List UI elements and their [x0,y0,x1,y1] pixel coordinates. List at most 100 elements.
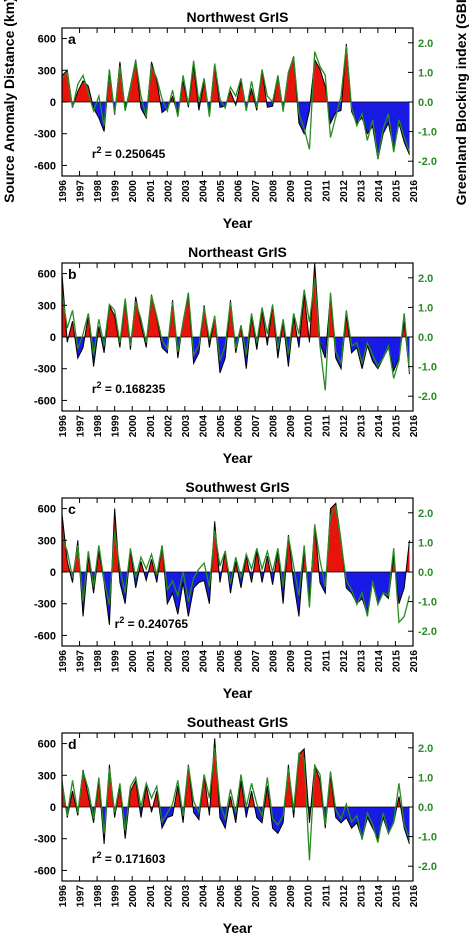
gbi-line [62,45,411,159]
x-tick-label: 2000 [128,885,139,908]
r-symbol: r [92,852,97,866]
x-tick-label: 2016 [409,885,420,908]
x-tick-label: 2003 [181,885,192,908]
x-tick-label: 2016 [409,650,420,673]
y-tick-label: 300 [38,300,56,312]
x-tick-label: 2012 [339,180,350,203]
y2-tick-label: 2.0 [418,743,433,755]
panel-letter: c [68,501,76,517]
r-squared-annotation: r2 = 0.250645 [92,145,166,161]
x-tick-label: 2015 [391,650,402,673]
y2-tick-label: 1.0 [418,537,433,549]
x-tick-label: 2002 [163,650,174,673]
x-tick-label: 2009 [286,180,297,203]
x-tick-label: 2000 [128,180,139,203]
x-tick-label: 2011 [321,650,332,672]
y-tick-label: 300 [38,535,56,547]
y-tick-label: -600 [34,160,56,172]
panel-c: Southwest GrIS 600 300 0 -300 -600 2.0 1.0 0.0 -1… [34,479,437,701]
x-tick-label: 1999 [111,885,122,908]
x-tick-label: 2016 [409,180,420,203]
x-tick-label: 2006 [234,180,245,203]
y2-tick-label: -2.0 [418,391,437,403]
x-tick-label: 2007 [251,650,262,673]
x-tick-label: 2007 [251,415,262,438]
x-tick-label: 2009 [286,885,297,908]
y-tick-label: 300 [38,770,56,782]
x-axis-title: Year [223,920,253,936]
r-squared-annotation: r2 = 0.171603 [92,850,166,866]
x-tick-label: 1999 [111,415,122,438]
y-tick-label: 0 [50,97,56,109]
y2-tick-label: 0.0 [418,567,433,579]
r-squared-annotation: r2 = 0.240765 [115,615,189,631]
x-tick-label: 2001 [146,885,157,908]
x-tick-label: 2006 [234,650,245,673]
x-tick-label: 2014 [374,885,385,908]
x-tick-label: 1998 [93,180,104,203]
r-superscript: 2 [119,615,124,625]
y2-tick-label: 0.0 [418,332,433,344]
x-tick-label: 2005 [216,885,227,908]
negative-anomaly-area [62,102,410,158]
y2-tick-label: -1.0 [418,362,437,374]
panel-letter: d [68,736,77,752]
x-tick-label: 1999 [111,650,122,673]
r-squared-annotation: r2 = 0.168235 [92,380,166,396]
y2-tick-label: -1.0 [418,127,437,139]
anomaly-distance-line [62,502,410,625]
r-superscript: 2 [97,380,102,390]
x-axis-title: Year [223,685,253,701]
x-tick-label: 2003 [181,180,192,203]
panel-d: Southeast GrIS 600 300 0 -300 -600 2.0 1.0 0.0 -1… [34,714,437,936]
panel-title: Northwest GrIS [187,9,289,25]
x-tick-label: 1996 [58,650,69,673]
x-tick-label: 2015 [391,180,402,203]
y2-tick-label: 1.0 [418,302,433,314]
y2-tick-label: 2.0 [418,273,433,285]
x-tick-label: 2003 [181,650,192,673]
y-tick-label: -300 [34,129,56,141]
x-tick-label: 2011 [321,180,332,202]
x-tick-label: 2012 [339,885,350,908]
x-tick-label: 2001 [146,180,157,203]
panel-a: Northwest GrIS 600 300 0 -300 -600 2.0 1.0 0.0 -1… [34,9,437,231]
x-tick-label: 2010 [304,415,315,438]
left-axis-title: Source Anomaly Distance (km) [1,0,17,203]
x-tick-label: 2011 [321,415,332,437]
x-tick-label: 2013 [356,415,367,438]
x-tick-label: 1997 [76,415,87,438]
x-tick-label: 2008 [269,415,280,438]
positive-anomaly-area [62,266,410,337]
y2-tick-label: 2.0 [418,508,433,520]
x-tick-label: 2001 [146,415,157,438]
x-tick-label: 2011 [321,885,332,907]
x-tick-label: 1998 [93,885,104,908]
y-tick-label: -300 [34,364,56,376]
gbi-line [62,747,411,861]
y-tick-label: -600 [34,630,56,642]
x-tick-label: 1997 [76,180,87,203]
x-tick-label: 2006 [234,415,245,438]
x-tick-label: 2007 [251,885,262,908]
y2-tick-label: 0.0 [418,802,433,814]
positive-anomaly-area [62,741,410,807]
y-tick-label: 0 [50,567,56,579]
anomaly-distance-line [62,263,410,375]
x-tick-label: 1999 [111,180,122,203]
r-symbol: r [115,617,120,631]
r-symbol: r [92,382,97,396]
x-tick-label: 2005 [216,415,227,438]
r-symbol: r [92,147,97,161]
y2-tick-label: 1.0 [418,772,433,784]
x-tick-label: 1996 [58,415,69,438]
y-tick-label: -300 [34,599,56,611]
positive-anomaly-area [62,44,410,102]
x-tick-label: 1997 [76,650,87,673]
panel-b: Northeast GrIS 600 300 0 -300 -600 2.0 1.0 0.0 -1… [34,244,437,466]
x-tick-label: 2007 [251,180,262,203]
anomaly-distance-line [62,43,410,160]
y-tick-label: 600 [38,34,56,46]
y2-tick-label: 0.0 [418,97,433,109]
